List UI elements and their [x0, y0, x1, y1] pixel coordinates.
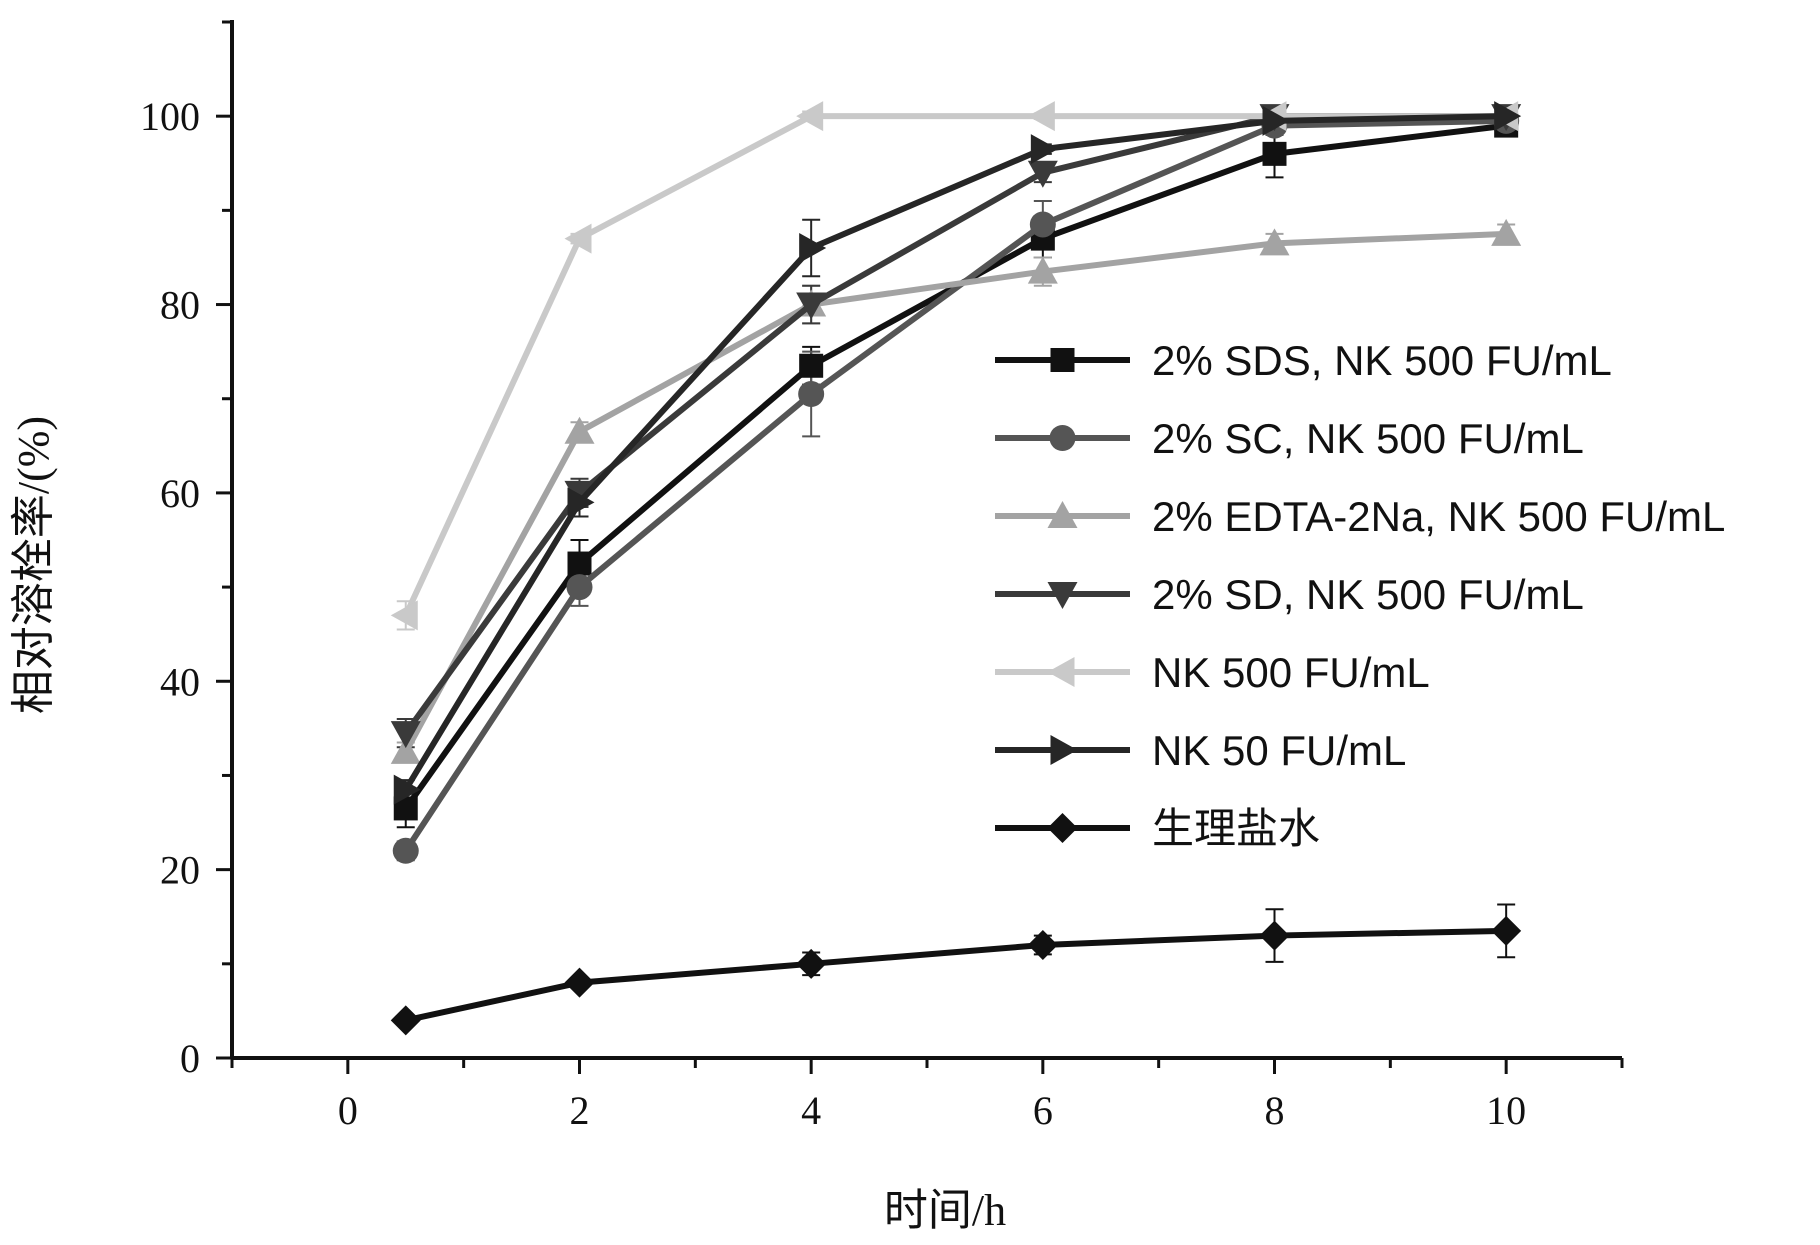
error-bars [396, 110, 1516, 1027]
data-point [798, 381, 825, 408]
data-point [1259, 920, 1290, 951]
legend-marker [1047, 582, 1078, 609]
x-tick-label: 6 [1033, 1088, 1053, 1133]
x-tick-label: 10 [1486, 1088, 1526, 1133]
legend-label: 2% EDTA-2Na, NK 500 FU/mL [1152, 493, 1725, 540]
x-tick-label: 2 [570, 1088, 590, 1133]
legend-marker [1050, 348, 1075, 372]
data-point [564, 416, 595, 444]
legend: 2% SDS, NK 500 FU/mL 2% SC, NK 500 FU/mL 2… [995, 337, 1725, 852]
y-tick-label: 60 [160, 471, 200, 516]
data-point [1262, 105, 1290, 136]
x-axis-title: 时间/h [884, 1186, 1006, 1235]
y-tick-label: 0 [180, 1036, 200, 1081]
data-point [567, 487, 595, 518]
x-tick-label: 4 [801, 1088, 821, 1133]
data-point [1027, 929, 1058, 960]
data-point [566, 574, 593, 601]
data-point [392, 837, 419, 864]
x-tick-label: 0 [338, 1088, 358, 1133]
data-point [1494, 101, 1522, 132]
y-tick-label: 80 [160, 283, 200, 328]
data-point [390, 1005, 421, 1036]
series-line-1 [403, 122, 1507, 811]
series-line-6 [403, 113, 1507, 792]
data-point [390, 721, 421, 749]
data-point [1027, 256, 1058, 284]
y-tick-label: 100 [140, 94, 200, 139]
data-point [1029, 211, 1056, 238]
legend-label: 生理盐水 [1152, 805, 1320, 852]
data-point [1259, 228, 1290, 256]
legend-marker [1049, 425, 1076, 451]
series-line-5 [403, 113, 1507, 617]
data-point [799, 353, 824, 378]
series-line-7 [405, 927, 1507, 1024]
data-point [1027, 160, 1058, 188]
legend-label: 2% SC, NK 500 FU/mL [1152, 415, 1584, 462]
legend-marker [1047, 813, 1078, 843]
data-point [564, 967, 595, 998]
data-point [796, 292, 827, 320]
series-line-2 [403, 117, 1507, 853]
data-point [796, 948, 827, 979]
data-point [1262, 141, 1287, 166]
data-point [564, 223, 592, 254]
legend-label: NK 500 FU/mL [1152, 649, 1430, 696]
plot-series [390, 101, 1522, 1036]
y-tick-label: 40 [160, 659, 200, 704]
legend-label: 2% SDS, NK 500 FU/mL [1152, 337, 1612, 384]
data-point [1491, 218, 1522, 246]
data-point [390, 600, 418, 631]
data-point [1027, 101, 1055, 132]
legend-label: 2% SD, NK 500 FU/mL [1152, 571, 1584, 618]
data-point [1030, 134, 1058, 165]
y-tick-label: 20 [160, 848, 200, 893]
data-point [1491, 915, 1522, 946]
series-line-3 [403, 230, 1507, 754]
legend-marker [1047, 501, 1078, 528]
data-point [393, 774, 421, 805]
data-point [796, 101, 824, 132]
x-tick-label: 8 [1265, 1088, 1285, 1133]
data-point [390, 736, 421, 764]
data-point [799, 233, 827, 264]
legend-marker [1050, 735, 1078, 765]
data-point [567, 551, 592, 576]
legend-label: NK 50 FU/mL [1152, 727, 1406, 774]
legend-marker [1047, 657, 1075, 687]
y-axis-title: 相对溶栓率/(%) [9, 416, 58, 714]
